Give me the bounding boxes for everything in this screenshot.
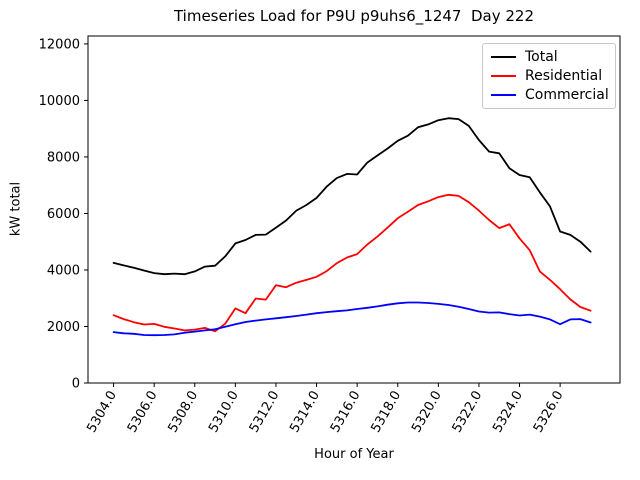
commercial-line-swatch	[491, 94, 516, 96]
y-tick-label: 0	[72, 377, 80, 392]
x-tick-label: 5326.0	[531, 389, 567, 436]
x-tick-label: 5306.0	[125, 389, 161, 436]
legend-label-total: Total	[525, 49, 558, 65]
x-tick-label: 5304.0	[84, 389, 120, 436]
residential-line-swatch	[491, 75, 516, 77]
x-tick-label: 5316.0	[328, 389, 364, 436]
chart-title: Timeseries Load for P9U p9uhs6_1247 Day …	[173, 7, 535, 25]
legend: Total Residential Commercial	[482, 43, 616, 109]
y-tick-label: 12000	[39, 37, 80, 52]
x-tick-label: 5322.0	[450, 389, 486, 436]
y-tick-label: 10000	[39, 94, 80, 109]
total-line-swatch	[491, 56, 516, 58]
x-tick-label: 5324.0	[490, 389, 526, 436]
legend-label-residential: Residential	[525, 68, 603, 84]
x-tick-label: 5320.0	[409, 389, 445, 436]
axes-frame	[87, 35, 621, 384]
x-tick-label: 5310.0	[206, 389, 242, 436]
y-tick-label: 2000	[47, 320, 80, 335]
legend-item-total: Total	[491, 50, 607, 64]
x-tick-label: 5312.0	[247, 389, 283, 436]
x-tick-label: 5314.0	[287, 389, 323, 436]
y-tick-label: 6000	[47, 207, 80, 222]
series-line-residential	[112, 193, 592, 333]
legend-label-commercial: Commercial	[525, 87, 609, 103]
x-tick-label: 5308.0	[165, 389, 201, 436]
y-tick-label: 4000	[47, 263, 80, 278]
x-axis-label: Hour of Year	[314, 447, 394, 462]
y-tick-label: 8000	[47, 150, 80, 165]
legend-item-residential: Residential	[491, 69, 607, 83]
legend-item-commercial: Commercial	[491, 87, 609, 103]
x-tick-label: 5318.0	[368, 389, 404, 436]
series-line-total	[112, 117, 592, 276]
series-line-commercial	[112, 301, 592, 337]
y-axis-label: kW total	[8, 181, 24, 237]
